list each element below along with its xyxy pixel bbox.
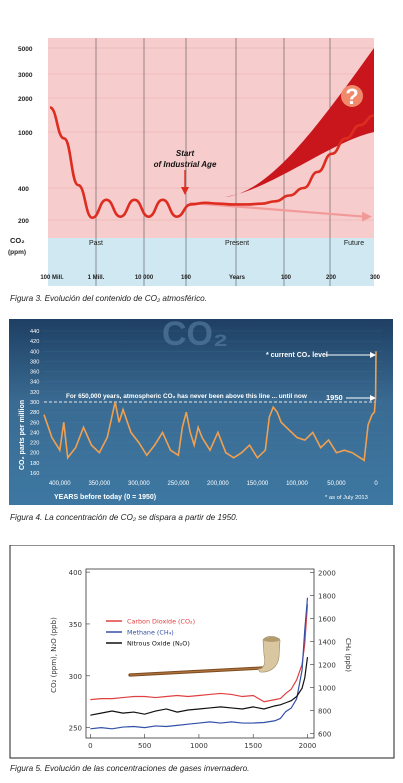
chart-title-watermark: CO₂ <box>162 317 228 353</box>
x-tick-label: Years <box>229 275 246 281</box>
section-label: Past <box>89 240 103 247</box>
question-mark: ? <box>345 84 358 109</box>
x-tick-label: 250,000 <box>168 481 190 487</box>
x-tick-label: 100 <box>181 275 192 281</box>
y-axis-label: CO₂ parts per million <box>19 400 26 470</box>
y-tick-label: 320 <box>30 390 39 396</box>
y-left-tick-label: 250 <box>69 725 82 733</box>
y-tick-label: 200 <box>30 451 39 457</box>
y-tick-label: 5000 <box>18 46 33 53</box>
industrial-age-annotation-line1: Start <box>176 149 195 158</box>
y-tick-label: 1000 <box>18 130 33 137</box>
x-tick-label: 400,000 <box>49 481 71 487</box>
y-left-tick-label: 300 <box>69 673 82 681</box>
x-tick-label: 200 <box>326 275 337 281</box>
y-tick-label: 340 <box>30 380 39 386</box>
industrial-age-annotation-line2: of Industrial Age <box>154 160 217 169</box>
y-axis-unit: (ppm) <box>8 249 26 256</box>
threshold-annotation: For 650,000 years, atmospheric CO₂ has n… <box>66 393 307 400</box>
y-right-tick-label: 1800 <box>318 592 336 600</box>
plot-background-lower <box>48 238 374 286</box>
series-line-n2o <box>90 657 309 716</box>
greenhouse-gases-chart: 250 300 350 400 600 800 1000 1200 1400 1600 1800 20… <box>9 545 395 759</box>
y-tick-label: 360 <box>30 370 39 376</box>
y-right-tick-label: 1000 <box>318 684 336 692</box>
projection-arrow-head <box>362 211 372 222</box>
y-tick-label: 260 <box>30 420 39 426</box>
future-uncertainty-band <box>225 48 374 197</box>
co2-series-line <box>49 106 375 220</box>
x-tick-label: 0 <box>374 481 378 487</box>
y-right-tick-label: 1600 <box>318 615 336 623</box>
co2-650k-years-chart: CO₂ 160 180 200 220 240 260 280 300 320 340 360 380… <box>9 317 393 505</box>
figure-5-caption: Figura 5. Evolución de las concentracion… <box>10 764 250 773</box>
industrial-age-arrow-head <box>181 187 189 195</box>
section-label: Future <box>344 240 364 247</box>
x-axis-label: YEARS before today (0 = 1950) <box>54 494 156 501</box>
legend-entry: Nitrous Oxide (N₂O) <box>127 640 190 648</box>
y-tick-label: 160 <box>30 471 39 477</box>
y-tick-label: 440 <box>30 329 39 335</box>
x-tick-label: 100 <box>281 275 292 281</box>
label-1950: 1950 <box>326 393 343 402</box>
x-tick-label: 1 Mill. <box>88 275 105 281</box>
y-tick-label: 400 <box>30 349 39 355</box>
y-tick-label: 420 <box>30 339 39 345</box>
y-left-tick-label: 350 <box>69 621 82 629</box>
x-tick-label: 100 Mill. <box>40 275 64 281</box>
y-tick-label: 180 <box>30 461 39 467</box>
y-tick-label: 220 <box>30 441 39 447</box>
current-level-arrowhead <box>370 352 376 358</box>
y-tick-label: 300 <box>30 400 39 406</box>
projection-arrow-line <box>189 201 366 218</box>
x-tick-label: 300 <box>370 275 381 281</box>
co2-series-line <box>43 351 377 462</box>
y-right-tick-label: 600 <box>318 730 331 738</box>
co2-long-term-chart: 5000 3000 2000 1000 400 200 CO₂ (ppm) Past Pre… <box>8 38 381 286</box>
pipe-illustration <box>128 635 281 677</box>
y-left-tick-label: 400 <box>69 569 82 577</box>
series-line-ch4 <box>90 597 309 730</box>
y-axis-right-label: CH₄ (ppb) <box>344 638 352 672</box>
x-tick-label: 100,000 <box>286 481 308 487</box>
y-axis-left-label: CO₂ (ppm), N₂O (ppb) <box>50 617 58 693</box>
arrowhead-1950 <box>370 395 376 401</box>
x-tick-label: 500 <box>138 742 151 750</box>
y-right-tick-label: 1200 <box>318 661 336 669</box>
x-tick-label: 350,000 <box>88 481 110 487</box>
y-axis-label: CO₂ <box>10 236 25 245</box>
current-level-label: * current CO₂ level <box>266 352 328 359</box>
y-tick-label: 240 <box>30 430 39 436</box>
y-tick-label: 380 <box>30 359 39 365</box>
x-tick-label: 300,000 <box>128 481 150 487</box>
legend-entry: Methane (CH₄) <box>127 629 174 637</box>
figure-4-caption: Figura 4. La concentración de CO₂ se dis… <box>10 513 238 522</box>
y-right-tick-label: 2000 <box>318 569 336 577</box>
figure-3-caption: Figura 3. Evolución del contenido de CO₂… <box>10 294 207 303</box>
y-tick-label: 3000 <box>18 72 33 79</box>
x-tick-label: 0 <box>88 742 92 750</box>
y-tick-label: 280 <box>30 410 39 416</box>
x-tick-label: 1500 <box>244 742 262 750</box>
footnote: * as of July 2013 <box>325 495 368 501</box>
x-tick-label: 1000 <box>190 742 208 750</box>
x-tick-label: 50,000 <box>327 481 346 487</box>
y-right-tick-label: 800 <box>318 707 331 715</box>
y-tick-label: 400 <box>18 186 29 193</box>
x-tick-label: 2000 <box>299 742 317 750</box>
x-tick-label: 200,000 <box>207 481 229 487</box>
section-label: Present <box>225 240 249 247</box>
y-tick-label: 2000 <box>18 96 33 103</box>
question-badge <box>341 85 363 107</box>
legend-entry: Carbon Dioxide (CO₂) <box>127 618 195 626</box>
y-tick-label: 200 <box>18 218 29 225</box>
x-tick-label: 10 000 <box>135 275 154 281</box>
y-right-tick-label: 1400 <box>318 638 336 646</box>
series-line-co2 <box>90 604 309 703</box>
x-tick-label: 150,000 <box>247 481 269 487</box>
